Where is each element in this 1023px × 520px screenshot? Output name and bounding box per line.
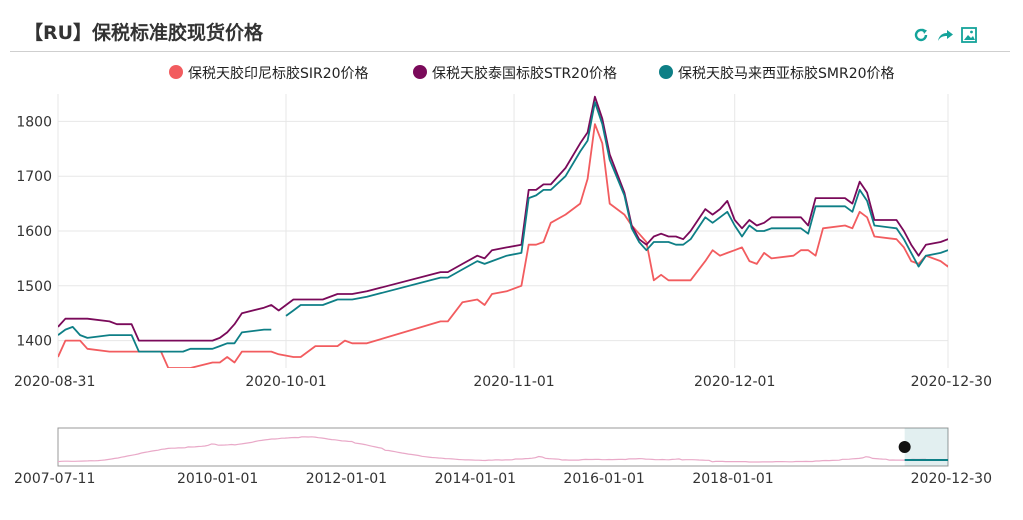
legend-item-3[interactable]: 保税天胶马来西亚标胶SMR20价格	[659, 65, 895, 82]
series-line-2	[58, 95, 948, 342]
zoom-left-handle[interactable]	[898, 441, 911, 453]
zoom-tick-label: 2016-01-01	[563, 471, 644, 487]
zoom-tick-label: 2018-01-01	[692, 471, 773, 487]
legend-item-1[interactable]: 保税天胶印尼标胶SIR20价格	[169, 65, 369, 82]
x-tick-label: 2020-08-31	[14, 374, 95, 390]
legend-label: 保税天胶印尼标胶SIR20价格	[188, 65, 369, 82]
series-line-3	[58, 101, 948, 353]
data-zoom-slider[interactable]: 2007-07-11 2020-12-30 2010-01-01 2012-01-01…	[0, 420, 1023, 520]
legend-marker	[413, 65, 427, 79]
y-tick-label: 1500	[16, 279, 52, 295]
legend-marker	[659, 65, 673, 79]
zoom-end-label: 2020-12-30	[911, 471, 992, 487]
zoom-tick-label: 2010-01-01	[177, 471, 258, 487]
legend-marker	[169, 65, 183, 79]
chart-title: 【RU】保税标准胶现货价格	[24, 22, 264, 44]
y-tick-label: 1700	[16, 169, 52, 185]
toolbox	[912, 26, 978, 44]
legend-item-2[interactable]: 保税天胶泰国标胶STR20价格	[413, 65, 617, 82]
legend-label: 保税天胶泰国标胶STR20价格	[432, 65, 617, 82]
refresh-icon[interactable]	[912, 26, 930, 44]
y-tick-label: 1600	[16, 224, 52, 240]
x-tick-label: 2020-12-01	[694, 374, 775, 390]
x-tick-label: 2020-11-01	[473, 374, 554, 390]
price-line-chart: 1400 1500 1600 1700 1800 2020-08-31 2020-10-01…	[14, 65, 992, 390]
y-tick-label: 1800	[16, 114, 52, 130]
series-line-1	[58, 123, 948, 368]
x-tick-label: 2020-12-30	[911, 374, 992, 390]
share-icon[interactable]	[936, 26, 954, 44]
y-tick-label: 1400	[16, 334, 52, 350]
save-image-icon[interactable]	[960, 26, 978, 44]
x-tick-label: 2020-10-01	[245, 374, 326, 390]
chart-header: 【RU】保税标准胶现货价格	[10, 8, 1010, 52]
zoom-start-label: 2007-07-11	[14, 471, 95, 487]
legend-label: 保税天胶马来西亚标胶SMR20价格	[678, 65, 895, 82]
zoom-tick-label: 2014-01-01	[435, 471, 516, 487]
zoom-tick-label: 2012-01-01	[306, 471, 387, 487]
zoom-sparkline	[57, 436, 926, 463]
